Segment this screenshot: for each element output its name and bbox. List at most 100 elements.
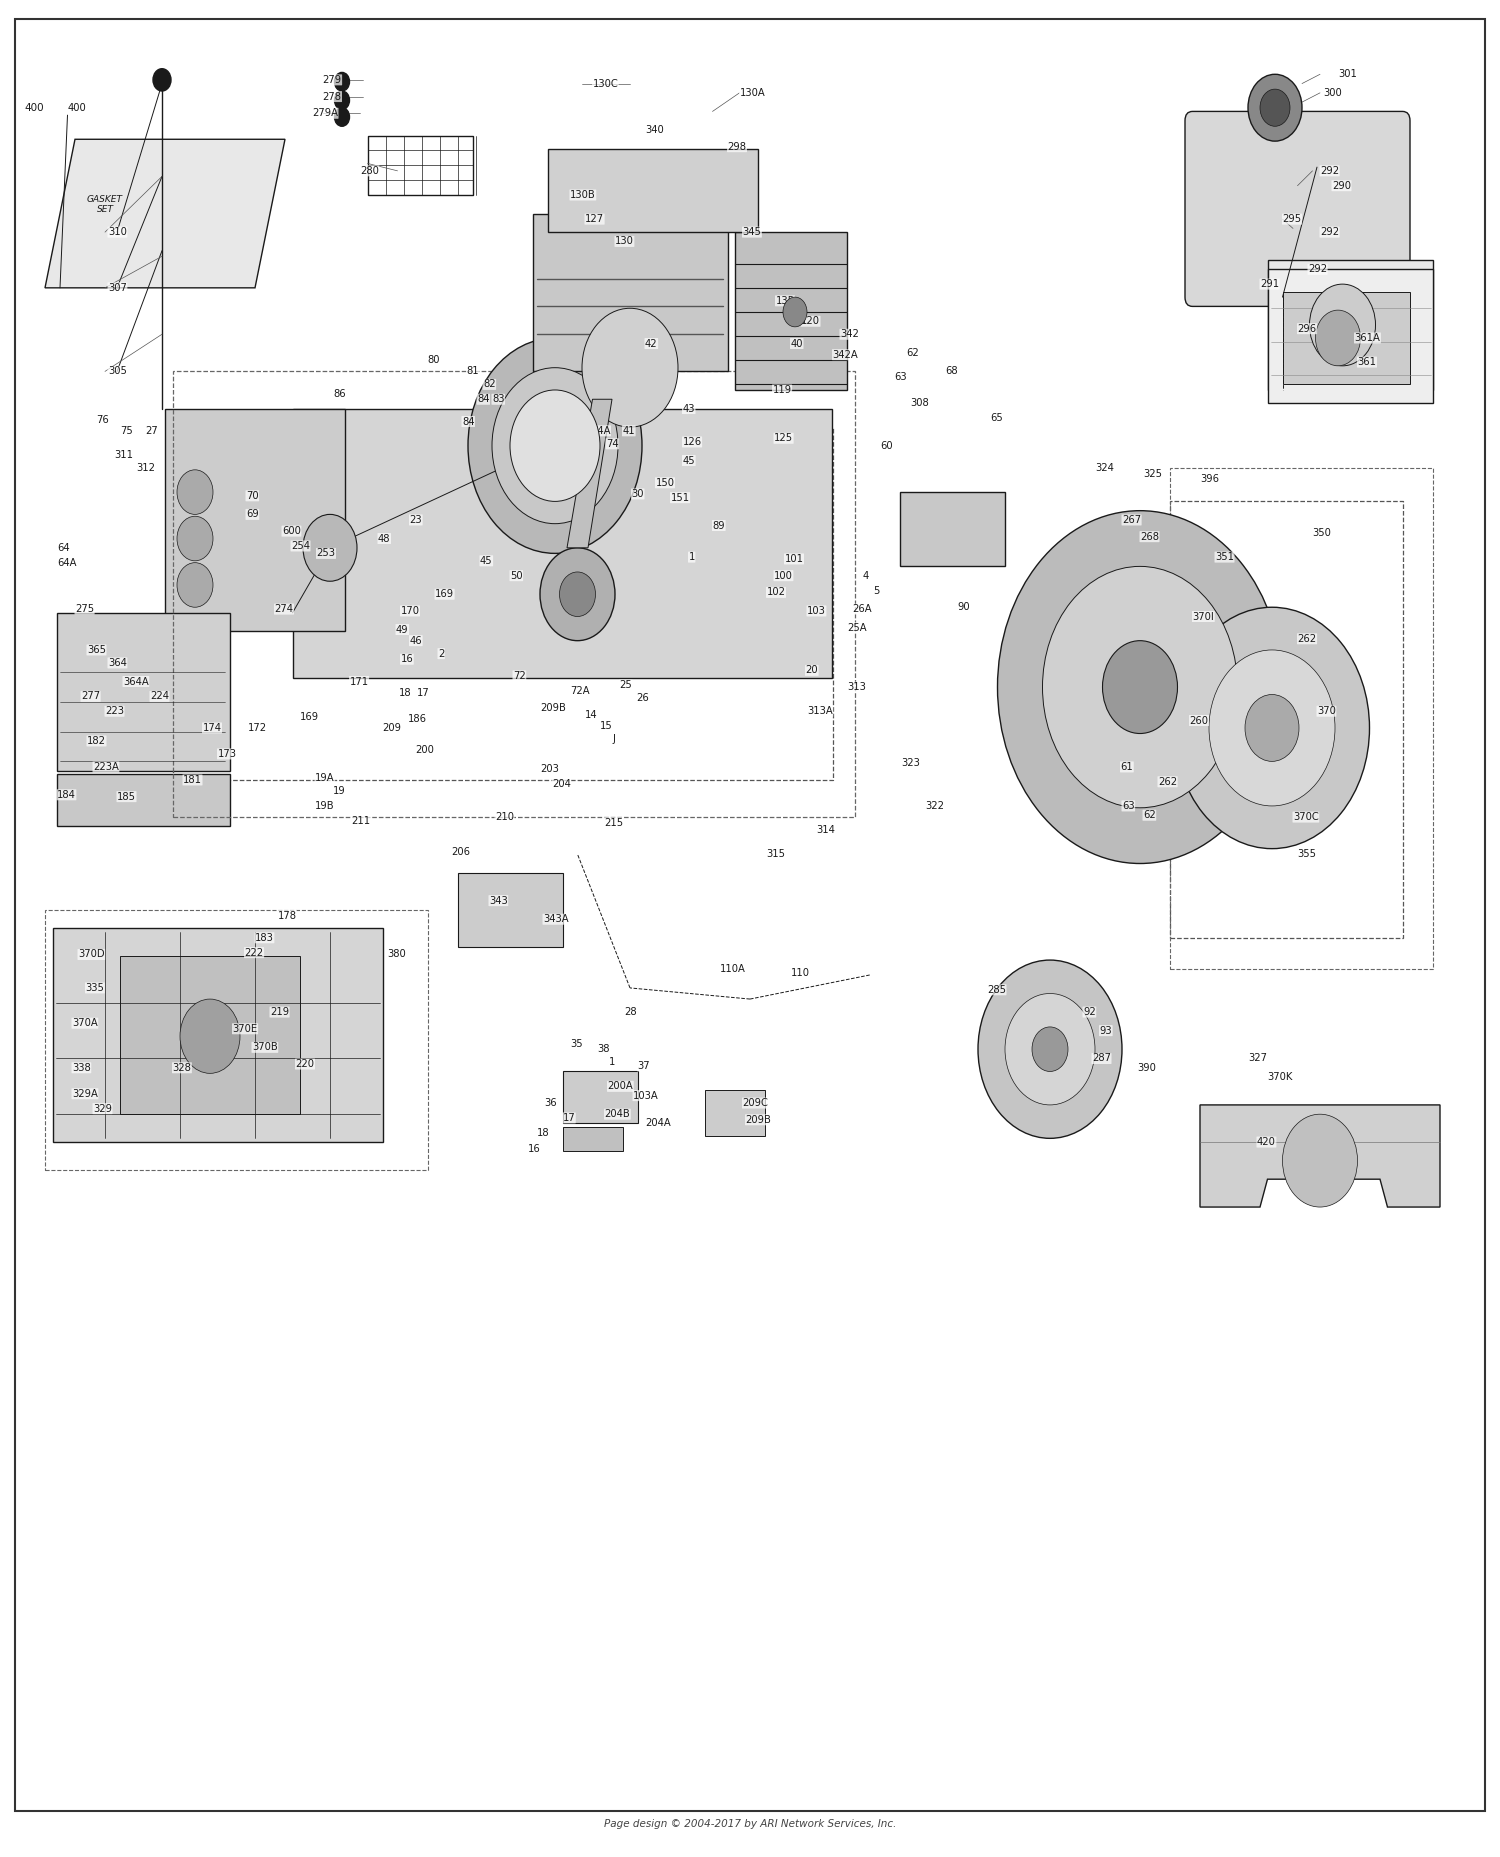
Circle shape xyxy=(560,572,596,617)
Text: 37: 37 xyxy=(638,1060,650,1071)
Text: 200A: 200A xyxy=(608,1081,633,1092)
Text: 343A: 343A xyxy=(543,914,568,925)
Bar xyxy=(57,774,230,826)
Text: 219: 219 xyxy=(270,1006,290,1018)
Text: 305: 305 xyxy=(108,366,128,377)
Text: 364A: 364A xyxy=(123,676,148,687)
Text: 130B: 130B xyxy=(570,189,596,201)
Circle shape xyxy=(978,960,1122,1138)
Text: 280: 280 xyxy=(360,165,380,176)
Text: 300: 300 xyxy=(1323,87,1341,98)
Text: 181: 181 xyxy=(183,774,203,786)
Text: 285: 285 xyxy=(987,984,1006,995)
Text: 292: 292 xyxy=(1320,165,1340,176)
Text: 298: 298 xyxy=(728,141,747,152)
Text: 290: 290 xyxy=(1332,180,1352,191)
Text: 60: 60 xyxy=(880,440,892,451)
Bar xyxy=(45,910,428,1170)
Text: 25A: 25A xyxy=(847,622,867,633)
Text: 335: 335 xyxy=(86,982,105,993)
Text: 43: 43 xyxy=(682,403,694,414)
Text: 311: 311 xyxy=(114,449,134,461)
Circle shape xyxy=(1032,1027,1068,1071)
Text: 222: 222 xyxy=(244,947,264,958)
Text: 18: 18 xyxy=(537,1127,549,1138)
Circle shape xyxy=(492,368,618,524)
Text: 2: 2 xyxy=(438,648,444,659)
Text: 370C: 370C xyxy=(1293,812,1318,823)
Text: 27: 27 xyxy=(146,425,159,436)
Text: 224: 224 xyxy=(150,691,170,702)
Text: 361: 361 xyxy=(1358,357,1377,368)
Text: 127: 127 xyxy=(585,214,604,225)
Text: 83: 83 xyxy=(492,394,504,405)
Text: 17: 17 xyxy=(417,687,430,698)
Text: 182: 182 xyxy=(87,735,106,747)
Text: 204B: 204B xyxy=(604,1109,630,1120)
Bar xyxy=(1170,468,1432,969)
Text: 209: 209 xyxy=(382,722,402,734)
Text: 130C: 130C xyxy=(592,78,618,89)
Text: 16: 16 xyxy=(528,1144,540,1155)
Text: 287: 287 xyxy=(1092,1053,1112,1064)
Bar xyxy=(292,409,833,678)
Text: 315: 315 xyxy=(766,849,786,860)
Text: 361A: 361A xyxy=(1354,332,1380,344)
Text: 102: 102 xyxy=(766,587,786,598)
Bar xyxy=(57,613,230,771)
Text: 74A: 74A xyxy=(591,425,610,436)
Polygon shape xyxy=(567,399,612,548)
Text: 169: 169 xyxy=(435,589,454,600)
Bar xyxy=(172,371,855,817)
Text: Page design © 2004-2017 by ARI Network Services, Inc.: Page design © 2004-2017 by ARI Network S… xyxy=(604,1818,896,1829)
Text: 93: 93 xyxy=(1100,1025,1112,1036)
Text: 322: 322 xyxy=(926,800,945,812)
Text: 370B: 370B xyxy=(252,1042,278,1053)
Text: 184: 184 xyxy=(57,789,76,800)
Text: 329A: 329A xyxy=(72,1088,98,1099)
Text: 380: 380 xyxy=(387,949,405,960)
Text: 307: 307 xyxy=(108,282,128,293)
Text: 171: 171 xyxy=(350,676,369,687)
Text: 28: 28 xyxy=(624,1006,636,1018)
Bar xyxy=(705,1090,765,1136)
Text: 81: 81 xyxy=(466,366,478,377)
Text: 17: 17 xyxy=(562,1112,576,1123)
Text: 50: 50 xyxy=(510,570,522,581)
Text: 262: 262 xyxy=(1298,633,1317,644)
Text: 169: 169 xyxy=(300,711,320,722)
Text: 120: 120 xyxy=(801,316,820,327)
Text: 278: 278 xyxy=(322,91,342,102)
Text: 370: 370 xyxy=(1317,706,1336,717)
Polygon shape xyxy=(45,139,285,288)
Text: 370D: 370D xyxy=(78,949,105,960)
Text: 185: 185 xyxy=(117,791,136,802)
Text: 390: 390 xyxy=(1137,1062,1156,1073)
Bar xyxy=(562,1127,622,1151)
Text: 49: 49 xyxy=(396,624,408,635)
Text: 178: 178 xyxy=(278,910,297,921)
Text: 45: 45 xyxy=(682,455,694,466)
Text: 260: 260 xyxy=(1190,715,1209,726)
Circle shape xyxy=(1042,566,1238,808)
Text: 80: 80 xyxy=(427,355,439,366)
Circle shape xyxy=(177,470,213,514)
Text: 215: 215 xyxy=(604,817,624,828)
Circle shape xyxy=(1260,89,1290,126)
FancyBboxPatch shape xyxy=(1185,111,1410,306)
Bar xyxy=(548,149,758,232)
Circle shape xyxy=(334,91,350,110)
Text: 35: 35 xyxy=(570,1038,582,1049)
Text: 30: 30 xyxy=(632,488,644,500)
Text: 63: 63 xyxy=(894,371,906,383)
Text: 170: 170 xyxy=(400,605,420,617)
Text: 370A: 370A xyxy=(72,1018,98,1029)
Circle shape xyxy=(582,308,678,427)
Text: 84: 84 xyxy=(462,416,474,427)
Text: 110: 110 xyxy=(790,967,810,979)
Text: J: J xyxy=(612,734,615,745)
Text: 365: 365 xyxy=(87,644,106,656)
Text: 223: 223 xyxy=(105,706,125,717)
Bar xyxy=(1170,501,1402,938)
Circle shape xyxy=(153,69,171,91)
